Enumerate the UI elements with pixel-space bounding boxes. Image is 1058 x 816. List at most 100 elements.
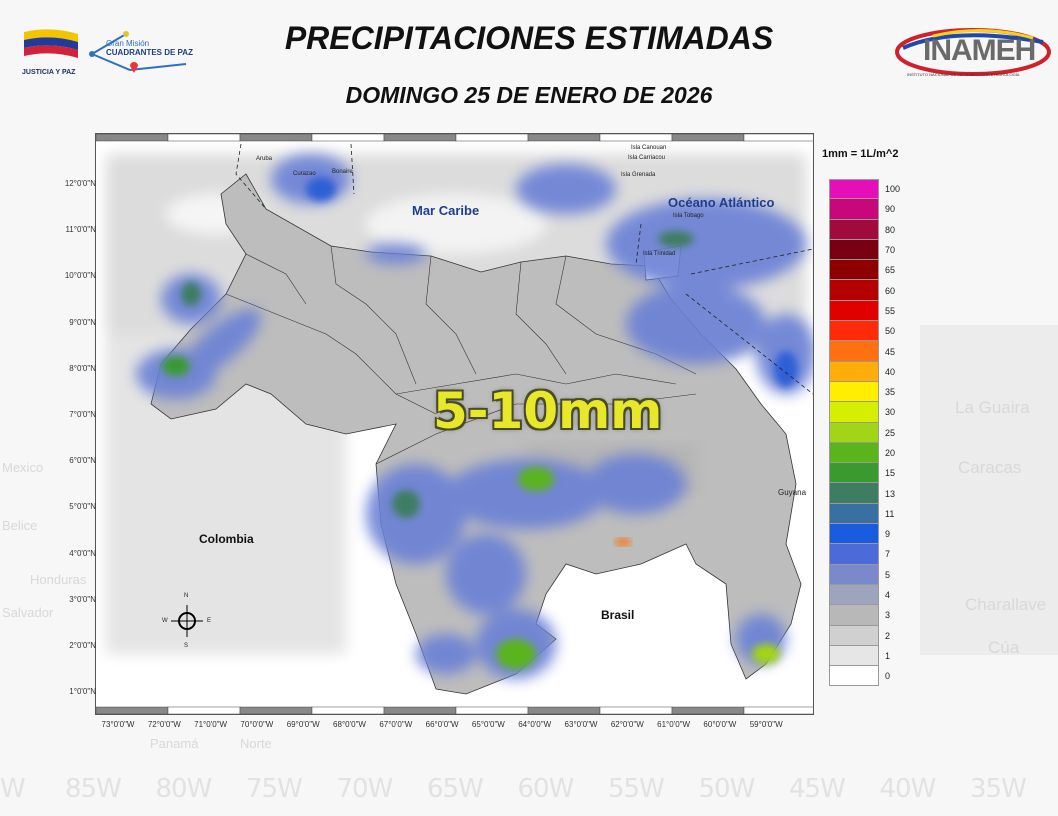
legend-swatch — [829, 361, 879, 382]
logo-text: INAMEH — [923, 34, 1036, 67]
legend-swatch — [829, 564, 879, 585]
latitude-label: 8°0'0"N — [69, 363, 96, 373]
longitude-label: 65°0'0"W — [471, 720, 505, 729]
country-label: Colombia — [199, 532, 254, 546]
legend-swatch — [829, 239, 879, 261]
scale-bar-segment — [95, 133, 169, 142]
legend-swatch — [829, 666, 879, 687]
island-label: Isla Trinidad — [643, 251, 676, 257]
logo-text: Gran Misión — [106, 39, 150, 48]
scale-bar-bottom — [95, 706, 817, 715]
longitude-label: 68°0'0"W — [333, 720, 366, 729]
logo-subtext: INSTITUTO NACIONAL DE METEOROLOGÍA E HID… — [907, 72, 1020, 77]
legend-value: 0 — [885, 671, 891, 682]
legend-item: 15 — [829, 463, 900, 484]
legend-swatch — [829, 199, 879, 220]
legend-item: 35 — [829, 381, 900, 403]
bg-place: Honduras — [30, 572, 87, 587]
logo-text: CUADRANTES DE PAZ — [106, 48, 193, 57]
legend-swatch — [829, 260, 879, 281]
scale-bar-segment — [311, 133, 385, 142]
precipitation-legend: 100 90 80 70 65 60 55 50 45 40 35 30 25 20 15 13 11 9 7 5 4 3… — [829, 179, 901, 687]
legend-swatch — [829, 219, 879, 240]
legend-item: 30 — [829, 402, 900, 423]
logo-text: JUSTICIA Y PAZ — [22, 69, 76, 76]
scale-bar-segment — [599, 706, 673, 715]
legend-swatch — [829, 503, 879, 525]
latitude-label: 1°0'0"N — [69, 687, 96, 697]
legend-swatch — [829, 402, 879, 423]
legend-item: 4 — [829, 584, 900, 606]
bg-place: Norte — [240, 736, 272, 751]
island-label: Curazao — [293, 171, 316, 177]
scale-bar-segment — [527, 133, 601, 142]
scale-bar-segment — [671, 133, 745, 142]
longitude-label: 63°0'0"W — [564, 720, 598, 729]
scale-bar-segment — [239, 133, 313, 142]
legend-item: 13 — [829, 483, 900, 504]
precipitation-map: Aruba Curazao Bonaire Isla Canouan Isla … — [95, 133, 817, 715]
legend-item: 60 — [829, 280, 900, 301]
bg-longitude-watermark: 65W — [427, 774, 484, 804]
legend-value: 55 — [885, 305, 896, 316]
scale-bar-segment — [95, 706, 169, 715]
latitude-label: 12°0'0"N — [64, 179, 96, 188]
latitude-label: 6°0'0"N — [69, 456, 96, 466]
inameh-logo: INAMEH INSTITUTO NACIONAL DE METEOROLOGÍ… — [893, 24, 1053, 86]
compass-icon — [171, 605, 203, 637]
page-title: PRECIPITACIONES ESTIMADAS — [284, 20, 774, 56]
scale-bar-segment — [527, 706, 601, 715]
legend-swatch — [829, 463, 879, 484]
longitude-label: 61°0'0"W — [657, 720, 691, 729]
latitude-label: 9°0'0"N — [69, 317, 96, 327]
sea-label: Océano Atlántico — [668, 195, 775, 210]
scale-bar-segment — [167, 706, 241, 715]
legend-swatch — [829, 645, 879, 667]
legend-item: 25 — [829, 422, 900, 443]
legend-item: 80 — [829, 219, 900, 240]
legend-swatch — [829, 605, 879, 626]
longitude-label: 59°0'0"W — [749, 720, 783, 729]
legend-item: 7 — [829, 544, 900, 565]
cuadrantes-de-paz-logo: Gran Misión CUADRANTES DE PAZ — [86, 30, 196, 80]
legend-value: 7 — [885, 549, 891, 560]
scale-bar-segment — [743, 706, 817, 715]
latitude-label: 7°0'0"N — [69, 410, 96, 419]
compass-s: S — [184, 643, 189, 649]
legend-swatch — [829, 422, 879, 443]
latitude-label: 10°0'0"N — [64, 271, 96, 281]
longitude-label: 72°0'0"W — [147, 720, 181, 729]
inameh-swoosh-icon — [895, 28, 1051, 76]
legend-value: 1 — [885, 650, 891, 661]
legend-value: 2 — [885, 630, 891, 641]
country-label: Brasil — [601, 608, 635, 622]
legend-value: 30 — [885, 407, 896, 418]
legend-value: 50 — [885, 326, 896, 337]
legend-swatch — [829, 321, 879, 342]
legend-item: 2 — [829, 625, 900, 646]
country-label: Guyana — [778, 488, 807, 497]
maritime-boundaries — [235, 143, 814, 395]
legend-value: 100 — [885, 184, 901, 195]
bg-longitude-watermark: 85W — [65, 774, 122, 804]
latitude-label: 2°0'0"N — [69, 641, 96, 650]
scale-bar-segment — [383, 706, 457, 715]
legend-value: 25 — [885, 427, 896, 438]
legend-swatch — [829, 584, 879, 606]
legend-value: 11 — [885, 508, 895, 519]
legend-swatch — [829, 341, 879, 362]
island-label: Bonaire — [332, 169, 353, 175]
scale-bar-segment — [743, 133, 817, 142]
legend-swatch — [829, 442, 879, 464]
legend-item: 100 — [829, 179, 901, 200]
legend-value: 65 — [885, 265, 896, 276]
precipitation-range-label: 5-10mm — [433, 382, 663, 440]
longitude-label: 66°0'0"W — [425, 720, 459, 729]
bg-longitude-watermark: 75W — [246, 774, 303, 804]
legend-item: 55 — [829, 300, 900, 322]
legend-swatch — [829, 483, 879, 504]
legend-value: 4 — [885, 590, 891, 601]
island-label: Isla Tobago — [673, 213, 704, 219]
bg-place: Caracas — [958, 458, 1022, 477]
cuadrantes-pin-icon — [89, 31, 187, 73]
